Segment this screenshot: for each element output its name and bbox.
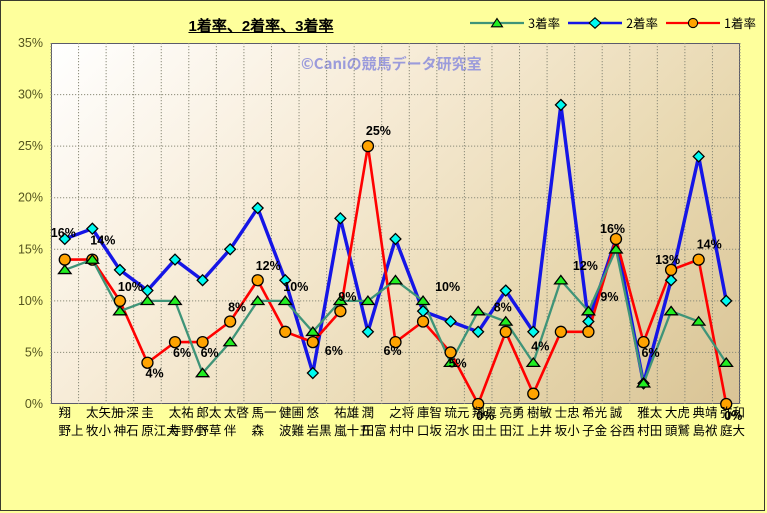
svg-text:10%: 10%	[118, 280, 143, 294]
svg-text:30%: 30%	[18, 88, 43, 102]
svg-text:6%: 6%	[201, 346, 219, 360]
svg-text:4%: 4%	[146, 367, 164, 381]
svg-text:9%: 9%	[600, 290, 618, 304]
svg-text:6%: 6%	[384, 344, 402, 358]
svg-text:14%: 14%	[90, 234, 115, 248]
svg-text:5%: 5%	[25, 345, 43, 359]
svg-text:10%: 10%	[18, 294, 43, 308]
svg-text:16%: 16%	[600, 222, 625, 236]
svg-text:8%: 8%	[494, 301, 512, 315]
svg-text:12%: 12%	[256, 259, 281, 273]
svg-text:6%: 6%	[325, 344, 343, 358]
svg-text:15%: 15%	[18, 242, 43, 256]
svg-text:25%: 25%	[366, 124, 391, 138]
svg-text:16%: 16%	[51, 226, 76, 240]
svg-text:25%: 25%	[18, 139, 43, 153]
svg-text:13%: 13%	[655, 253, 680, 267]
svg-text:10%: 10%	[283, 280, 308, 294]
svg-text:6%: 6%	[173, 346, 191, 360]
svg-text:10%: 10%	[435, 280, 460, 294]
svg-text:9%: 9%	[338, 290, 356, 304]
svg-text:4%: 4%	[531, 340, 549, 354]
svg-text:6%: 6%	[642, 346, 660, 360]
svg-text:12%: 12%	[573, 259, 598, 273]
svg-text:20%: 20%	[18, 191, 43, 205]
svg-text:0%: 0%	[25, 397, 43, 411]
svg-text:©Caniの競馬データ研究室: ©Caniの競馬データ研究室	[301, 53, 482, 74]
svg-text:14%: 14%	[697, 238, 722, 252]
svg-text:5%: 5%	[449, 356, 467, 370]
svg-text:8%: 8%	[228, 301, 246, 315]
